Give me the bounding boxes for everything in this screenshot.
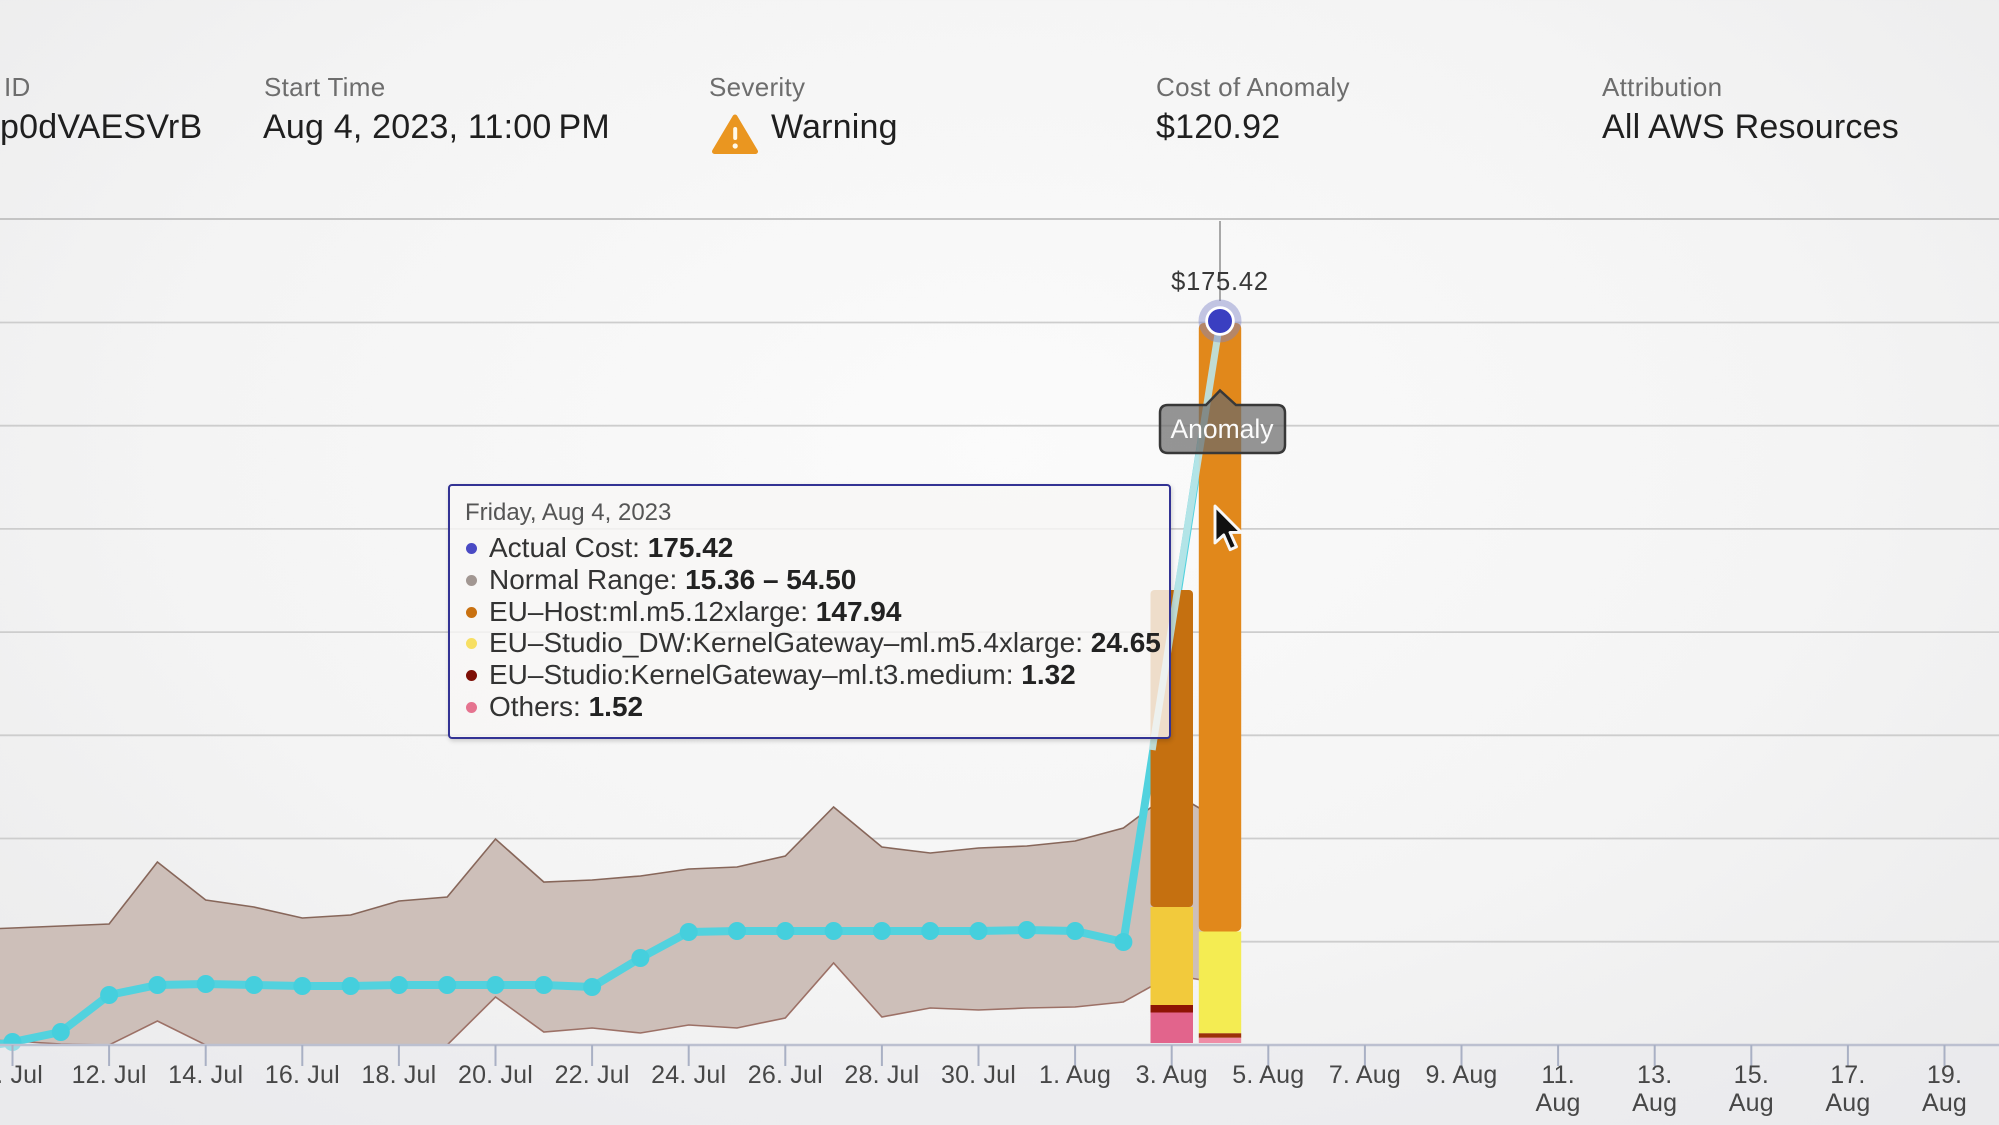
svg-text:$175.42: $175.42	[1171, 268, 1269, 296]
svg-text:Anomaly: Anomaly	[1170, 414, 1274, 444]
